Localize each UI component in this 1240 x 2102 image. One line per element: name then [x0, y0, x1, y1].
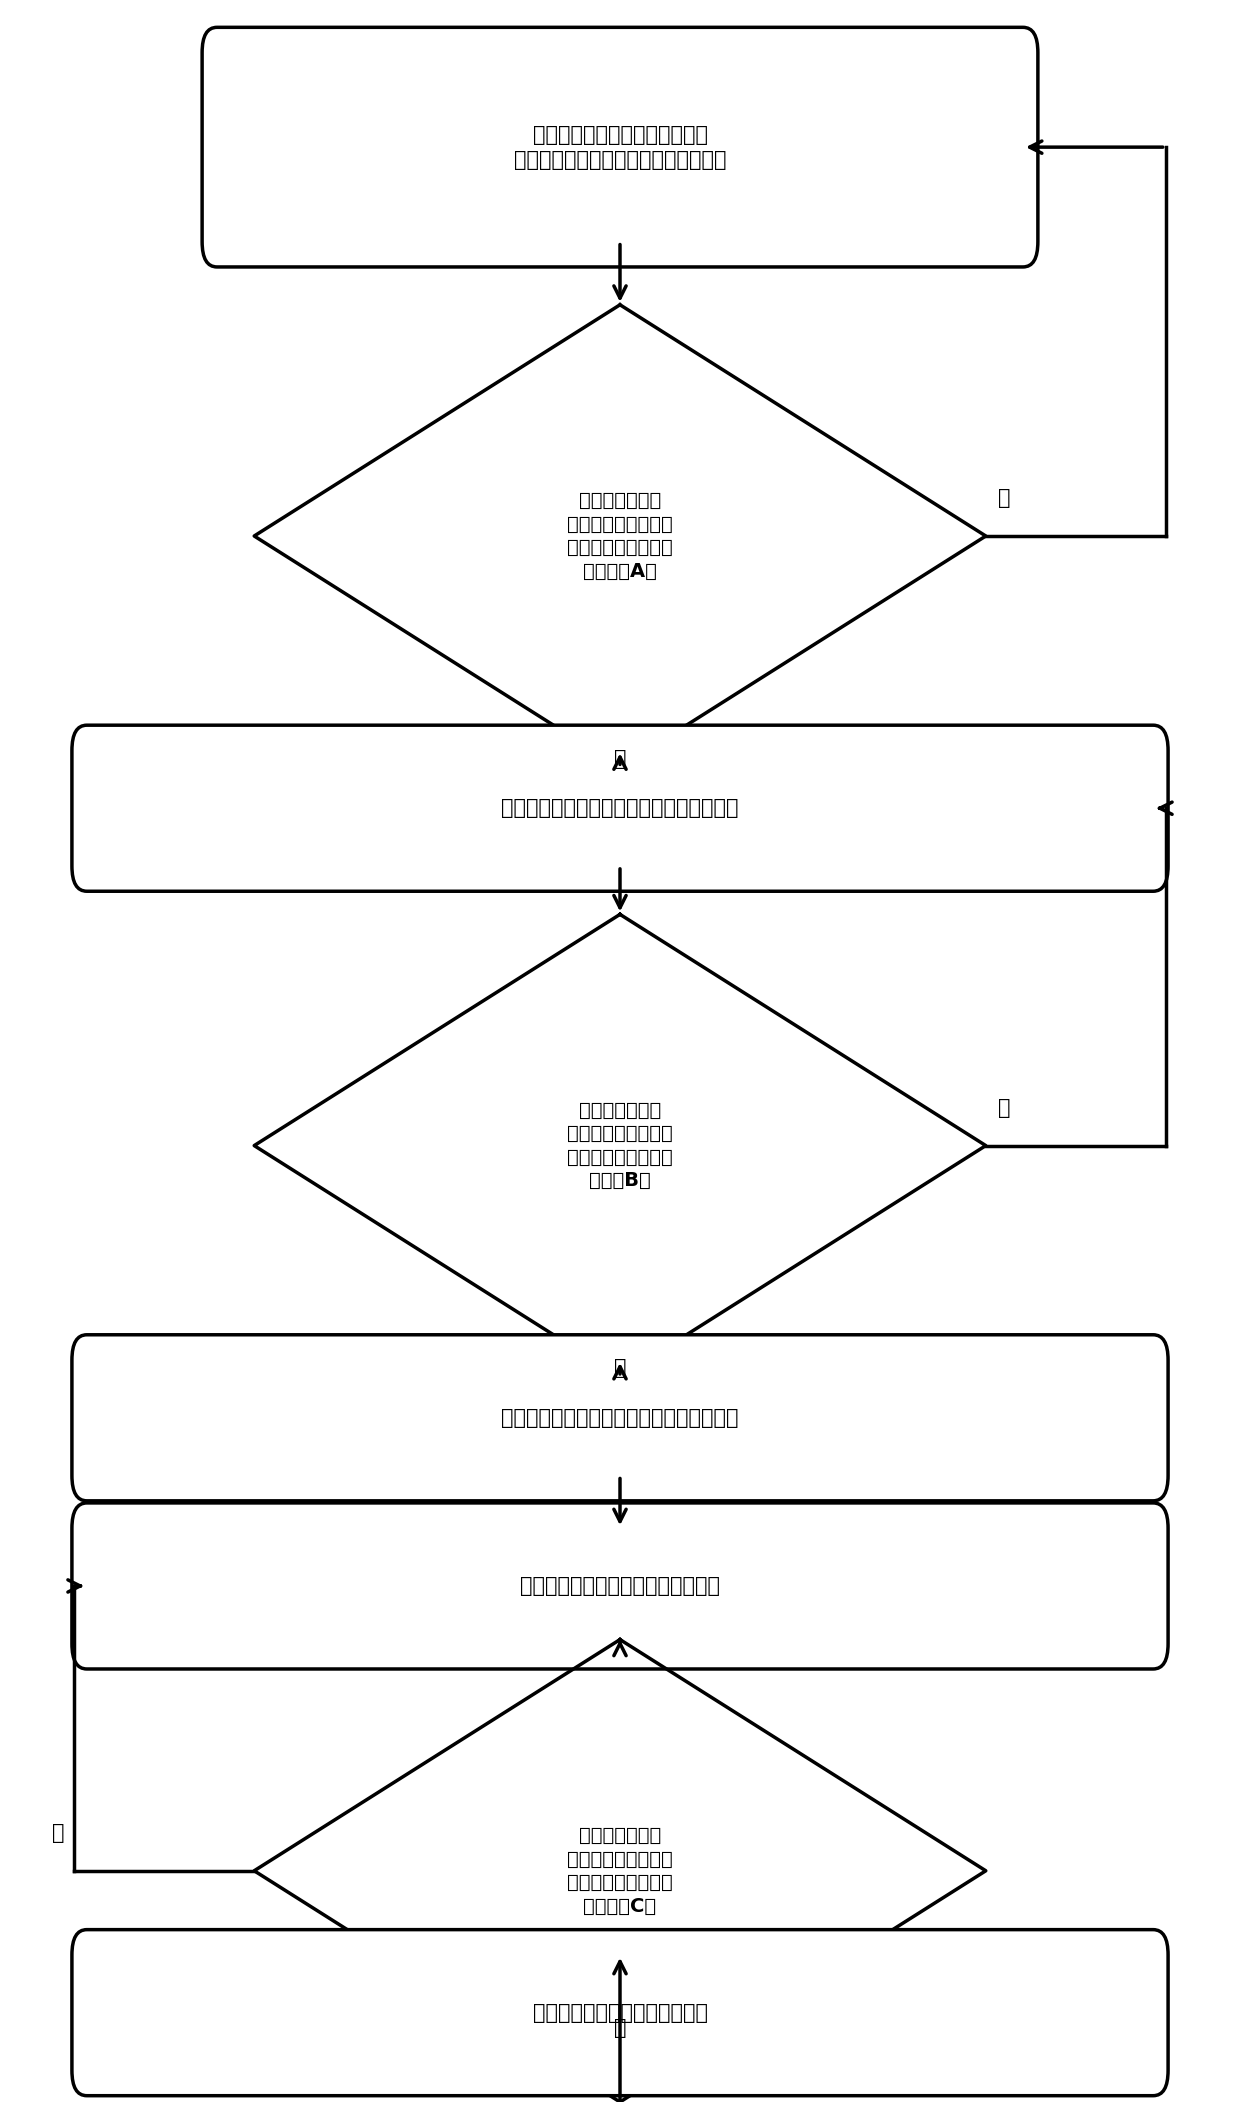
Text: 否: 否 [52, 1822, 64, 1843]
FancyBboxPatch shape [72, 1503, 1168, 1669]
Text: 冰箱主控板控制关闭化霜加热器: 冰箱主控板控制关闭化霜加热器 [532, 2003, 708, 2022]
FancyBboxPatch shape [202, 27, 1038, 267]
Text: 是: 是 [614, 1358, 626, 1379]
Text: 冰箱主控板判断
蒸发器温度传感器监
测的蒸发器温度是否
大于预设C值: 冰箱主控板判断 蒸发器温度传感器监 测的蒸发器温度是否 大于预设C值 [567, 1827, 673, 1915]
Text: 冰箱主控板控制化霜加热器持续加热: 冰箱主控板控制化霜加热器持续加热 [520, 1576, 720, 1595]
Polygon shape [254, 1640, 986, 2102]
Text: 冰箱主控板判断
冷藏室温度传感器监
测的冷藏温度是否大
于预设B值: 冰箱主控板判断 冷藏室温度传感器监 测的冷藏温度是否大 于预设B值 [567, 1101, 673, 1190]
Polygon shape [254, 914, 986, 1377]
Text: 否: 否 [998, 488, 1011, 509]
Polygon shape [254, 305, 986, 767]
Text: 是: 是 [614, 2018, 626, 2039]
FancyBboxPatch shape [72, 1930, 1168, 2096]
Text: 冰箱主控板控制关闭制冷风机以及电动风门: 冰箱主控板控制关闭制冷风机以及电动风门 [501, 1408, 739, 1427]
Text: 否: 否 [998, 1097, 1011, 1118]
FancyBboxPatch shape [72, 725, 1168, 891]
Text: 冰箱主控板控制打开制冷风机以及电动风门: 冰箱主控板控制打开制冷风机以及电动风门 [501, 799, 739, 818]
Text: 是: 是 [614, 748, 626, 769]
Text: 冰箱主控板判断
蒸发器温度传感器监
测的蒸发器温度是否
大于预设A值: 冰箱主控板判断 蒸发器温度传感器监 测的蒸发器温度是否 大于预设A值 [567, 492, 673, 580]
FancyBboxPatch shape [72, 1335, 1168, 1501]
Text: 冰箱主控板控制打开化霜加热器
并关闭压缩机、制冷风机以及电动风门: 冰箱主控板控制打开化霜加热器 并关闭压缩机、制冷风机以及电动风门 [513, 124, 727, 170]
